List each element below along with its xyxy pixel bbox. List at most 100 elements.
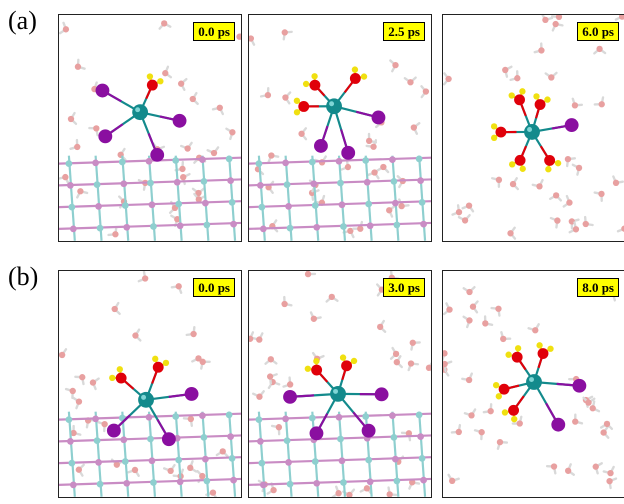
- hydrogen-atom: [293, 97, 301, 104]
- water-molecule: [443, 350, 448, 357]
- panel-a2: 2.5 ps: [248, 14, 432, 242]
- lattice-atom: [340, 223, 347, 230]
- metal-center-atom: [326, 98, 342, 115]
- lattice-atom: [310, 180, 318, 188]
- water-molecule: [187, 415, 195, 423]
- iodide-atom: [551, 417, 566, 432]
- lattice-atom: [390, 434, 398, 441]
- molecular-snapshot-b3: [443, 278, 618, 490]
- water-molecule: [256, 393, 263, 400]
- oxygen-atom: [508, 404, 520, 416]
- metal-center-atom: [524, 124, 540, 140]
- oxygen-atom: [298, 101, 310, 112]
- lattice-atom: [67, 438, 74, 445]
- lattice-atom: [175, 200, 183, 208]
- water-molecule: [132, 332, 139, 339]
- panel-b3: 8.0 ps: [442, 270, 624, 498]
- oxygen-atom: [498, 383, 510, 395]
- hydrogen-atom: [547, 345, 554, 352]
- lattice-atom: [338, 457, 346, 465]
- water-molecule: [179, 165, 186, 173]
- hydrogen-atom: [492, 381, 500, 389]
- water-molecule: [542, 16, 549, 24]
- water-molecule: [455, 208, 463, 216]
- lattice-atom: [362, 413, 370, 420]
- hydrogen-atom: [536, 342, 543, 349]
- lattice-atom: [68, 459, 76, 467]
- water-molecule: [249, 335, 254, 342]
- lattice-atom: [282, 159, 289, 167]
- lattice-atom: [68, 203, 76, 211]
- metal-center-highlight: [135, 107, 141, 113]
- metal-center-atom: [330, 385, 346, 402]
- water-molecule: [386, 491, 393, 497]
- water-molecule: [465, 376, 473, 384]
- lattice-atom: [337, 179, 344, 187]
- water-molecule: [199, 472, 206, 480]
- water-molecule: [347, 227, 354, 235]
- lattice-atom: [228, 199, 236, 206]
- oxygen-atom: [511, 351, 523, 363]
- water-molecule: [187, 464, 194, 472]
- water-molecule: [62, 26, 70, 33]
- lattice-atom: [65, 416, 73, 423]
- water-molecule: [67, 115, 75, 123]
- lattice-atom: [225, 155, 233, 163]
- water-molecule: [572, 418, 579, 425]
- hydrogen-atom: [508, 92, 515, 99]
- water-molecule: [552, 192, 560, 199]
- lattice-atom: [335, 413, 343, 421]
- water-molecule: [77, 188, 84, 195]
- oxygen-atom: [115, 372, 127, 384]
- water-molecule: [174, 216, 181, 223]
- molecular-snapshot-b1: [59, 271, 241, 497]
- lattice-atom: [147, 435, 154, 443]
- water-molecule: [496, 438, 504, 446]
- lattice-atom: [227, 433, 234, 440]
- lattice-bond: [418, 155, 427, 241]
- lattice-atom: [69, 225, 77, 233]
- water-molecule: [552, 20, 559, 28]
- time-label-a2: 2.5 ps: [383, 22, 425, 41]
- lattice-atom: [203, 221, 211, 229]
- water-molecule: [298, 130, 305, 137]
- water-molecule: [167, 467, 174, 475]
- water-molecule: [161, 20, 168, 27]
- lattice-atom: [286, 480, 294, 488]
- water-molecule: [266, 373, 274, 380]
- water-molecule: [286, 381, 294, 388]
- water-molecule: [75, 466, 83, 473]
- water-molecule: [571, 102, 579, 109]
- hydrogen-atom: [508, 161, 516, 168]
- hydrogen-atom: [146, 73, 154, 80]
- lattice-atom: [172, 157, 180, 164]
- water-molecule: [536, 183, 543, 190]
- lattice-atom: [92, 415, 99, 423]
- hydrogen-atom: [339, 354, 347, 361]
- water-molecule: [195, 189, 202, 197]
- water-molecule: [177, 80, 185, 87]
- lattice-bond: [59, 221, 241, 230]
- lattice-atom: [120, 180, 128, 188]
- lattice-atom: [96, 480, 104, 488]
- molecular-snapshot-a3: [443, 15, 624, 240]
- water-molecule: [592, 463, 599, 470]
- water-molecule: [409, 339, 416, 346]
- lattice-bond: [59, 477, 241, 486]
- metal-center-highlight: [333, 388, 339, 394]
- water-molecule: [249, 35, 255, 42]
- water-molecule: [386, 207, 393, 214]
- row-label-a: (a): [8, 6, 37, 35]
- lattice-atom: [259, 225, 267, 233]
- hydrogen-atom: [304, 365, 311, 372]
- lattice-atom: [366, 478, 374, 486]
- water-molecule: [216, 104, 223, 111]
- lattice-atom: [285, 202, 292, 210]
- water-molecule: [74, 63, 82, 70]
- water-molecule: [538, 47, 545, 54]
- lattice-atom: [282, 415, 289, 423]
- lattice-atom: [393, 477, 401, 485]
- water-molecule: [600, 429, 607, 436]
- lattice-atom: [172, 413, 180, 420]
- iodide-atom: [361, 423, 376, 438]
